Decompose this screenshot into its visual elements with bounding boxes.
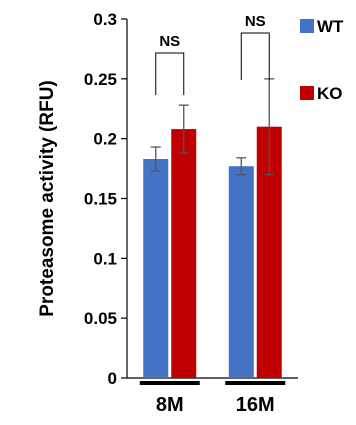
significance-bracket (155, 52, 185, 95)
legend-swatch-wt (300, 19, 314, 33)
y-tick-label: 0.15 (84, 190, 117, 209)
significance-bracket (240, 32, 270, 80)
legend-label-wt: WT (317, 17, 344, 36)
category-label: 16M (236, 394, 275, 416)
y-tick-label: 0.1 (93, 249, 117, 268)
significance-label: NS (159, 33, 180, 50)
y-tick-label: 0.05 (84, 309, 117, 328)
category-label: 8M (156, 394, 184, 416)
y-tick-label: 0.2 (93, 130, 117, 149)
legend-label-ko: KO (317, 84, 343, 103)
y-ticks: 0 0.05 0.1 0.15 0.2 0.25 0.3 (84, 10, 127, 388)
y-tick-label: 0.3 (93, 10, 117, 29)
significance-annotations: NS NS (155, 13, 270, 95)
bars (143, 78, 282, 378)
category-labels: 8M 16M (139, 381, 286, 416)
bar-wt-8m (143, 159, 169, 378)
significance-label: NS (245, 13, 266, 30)
legend-swatch-ko (300, 86, 314, 100)
y-axis-label: Proteasome activity (RFU) (37, 80, 58, 317)
y-tick-label: 0 (108, 369, 117, 388)
bar-wt-16m (228, 166, 254, 378)
legend: WT KO (300, 17, 344, 103)
bar-ko-8m (171, 129, 197, 378)
y-tick-label: 0.25 (84, 70, 117, 89)
